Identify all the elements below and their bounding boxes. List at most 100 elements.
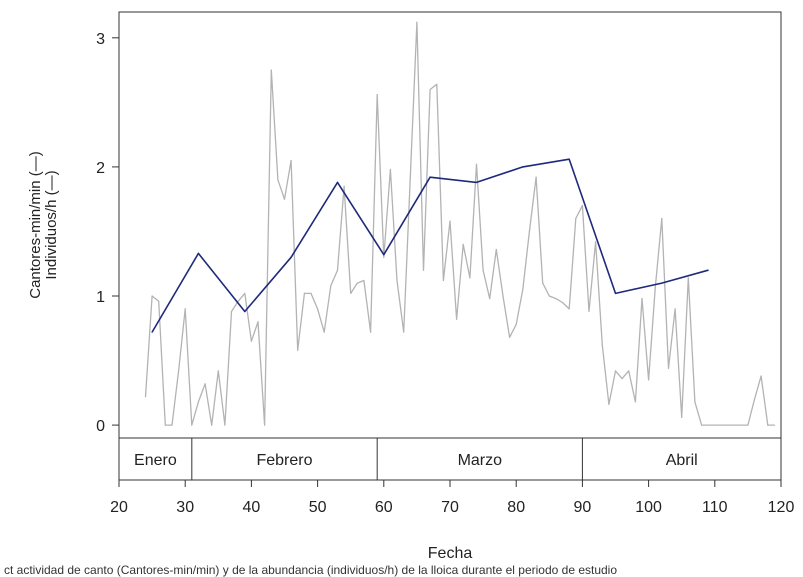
x-tick-label: 60 xyxy=(375,499,393,516)
abundance-point xyxy=(197,252,199,254)
y-tick-label: 1 xyxy=(96,289,105,306)
series-line-song-activity xyxy=(144,21,775,426)
abundance-point xyxy=(244,310,246,313)
song-activity-point xyxy=(436,83,438,85)
x-axis-label: Fecha xyxy=(428,545,473,562)
song-activity-point xyxy=(370,331,372,333)
song-activity-point xyxy=(290,159,292,162)
song-activity-point xyxy=(687,277,689,279)
song-activity-point xyxy=(376,94,378,96)
series-layer xyxy=(144,21,776,426)
song-activity-point xyxy=(350,292,352,294)
song-activity-point xyxy=(429,88,431,91)
song-activity-point xyxy=(475,163,478,165)
song-activity-point xyxy=(654,287,656,289)
x-tick-label: 90 xyxy=(574,499,592,516)
song-activity-point xyxy=(264,424,266,426)
song-activity-point xyxy=(237,300,239,302)
song-activity-point xyxy=(442,279,444,282)
month-label: Marzo xyxy=(458,452,503,469)
song-activity-point xyxy=(403,331,405,333)
song-activity-point xyxy=(767,424,769,426)
song-activity-point xyxy=(297,349,299,351)
song-activity-point xyxy=(720,424,723,426)
song-activity-point xyxy=(317,308,319,310)
song-activity-point xyxy=(323,331,325,333)
song-activity-point xyxy=(178,370,180,372)
x-tick-label: 20 xyxy=(110,499,128,516)
song-activity-point xyxy=(363,279,365,282)
month-label: Abril xyxy=(666,452,698,469)
song-activity-point xyxy=(522,288,524,291)
x-tick-label: 120 xyxy=(768,499,795,516)
song-activity-point xyxy=(171,424,173,426)
song-activity-point xyxy=(694,401,696,403)
song-activity-point xyxy=(542,282,544,284)
song-activity-point xyxy=(383,256,385,258)
song-activity-point xyxy=(495,248,497,251)
song-activity-point xyxy=(707,424,709,426)
song-activity-point xyxy=(257,321,259,323)
x-axis: 20 30 40 50 60 70 80 90 100 110 120 xyxy=(110,479,795,516)
song-activity-point xyxy=(681,416,683,418)
month-label: Febrero xyxy=(256,452,312,469)
song-activity-point xyxy=(502,295,504,297)
song-activity-point xyxy=(661,217,663,220)
song-activity-point xyxy=(608,403,610,405)
abundance-point xyxy=(429,176,431,178)
x-tick-label: 30 xyxy=(176,499,194,516)
song-activity-point xyxy=(581,205,584,207)
song-activity-point xyxy=(535,176,537,178)
song-activity-point xyxy=(343,185,345,187)
song-activity-point xyxy=(310,292,312,294)
abundance-point xyxy=(522,166,524,168)
song-activity-point xyxy=(555,298,557,300)
figure-caption: ct actividad de canto (Cantores-min/min)… xyxy=(4,564,618,577)
y-axis: 0 1 2 3 xyxy=(96,31,119,435)
song-activity-point xyxy=(250,340,252,342)
song-activity-point xyxy=(151,295,153,297)
song-activity-point xyxy=(588,310,590,313)
song-activity-point xyxy=(674,308,676,310)
abundance-point xyxy=(336,181,339,183)
song-activity-point xyxy=(648,379,650,381)
song-activity-point xyxy=(462,243,464,245)
x-tick-label: 110 xyxy=(702,499,728,516)
song-activity-point xyxy=(482,269,484,271)
song-activity-point xyxy=(303,292,305,294)
song-activity-point xyxy=(469,277,471,279)
x-tick-label: 100 xyxy=(635,499,662,516)
song-activity-point xyxy=(509,336,511,338)
song-activity-point xyxy=(230,310,233,313)
y-axis-label-line-2: Individuos/h (—) xyxy=(43,170,60,279)
month-label: Enero xyxy=(134,452,177,469)
song-activity-point xyxy=(416,21,418,23)
song-activity-point xyxy=(701,424,703,426)
song-activity-point xyxy=(740,424,742,426)
song-activity-point xyxy=(396,279,398,282)
x-tick-label: 50 xyxy=(309,499,327,516)
song-activity-point xyxy=(336,269,339,271)
song-activity-point xyxy=(727,424,729,426)
song-activity-point xyxy=(270,69,272,71)
x-tick-label: 40 xyxy=(243,499,261,516)
song-activity-point xyxy=(667,367,670,369)
song-activity-point xyxy=(641,298,643,300)
y-tick-label: 2 xyxy=(96,160,105,177)
abundance-point xyxy=(290,256,292,258)
song-activity-point xyxy=(164,424,166,426)
song-activity-point xyxy=(734,424,736,426)
song-activity-point xyxy=(601,344,603,346)
song-activity-point xyxy=(634,401,637,403)
song-activity-point xyxy=(753,398,756,400)
song-activity-point xyxy=(456,318,458,320)
song-activity-point xyxy=(356,282,358,284)
song-activity-point xyxy=(144,396,147,398)
song-activity-point xyxy=(760,375,762,377)
song-activity-point xyxy=(714,424,716,426)
abundance-point xyxy=(614,292,617,294)
song-activity-point xyxy=(217,370,219,372)
abundance-point xyxy=(475,181,478,183)
y-tick-label: 3 xyxy=(96,31,105,48)
